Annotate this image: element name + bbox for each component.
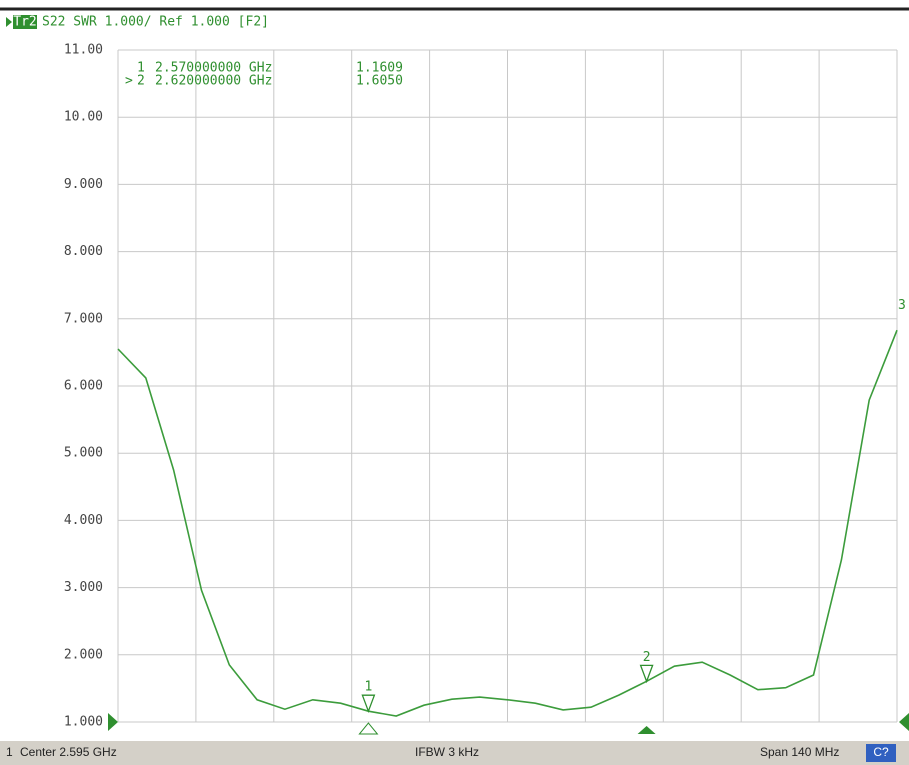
marker-flag bbox=[361, 694, 376, 714]
center-freq: Center 2.595 GHz bbox=[20, 745, 117, 759]
marker-value: 1.1609 bbox=[356, 61, 403, 76]
y-tick-label: 10.00 bbox=[64, 110, 103, 125]
cal-label[interactable]: C? bbox=[873, 745, 889, 759]
y-tick-label: 4.000 bbox=[64, 513, 103, 528]
cal-badge[interactable] bbox=[866, 744, 896, 762]
ref-arrow-right bbox=[899, 713, 909, 731]
active-marker-stimulus bbox=[637, 726, 656, 734]
marker-id: 1 bbox=[137, 61, 145, 76]
marker-freq: 2.570000000 GHz bbox=[155, 61, 272, 76]
status-bar bbox=[0, 741, 909, 765]
ifbw: IFBW 3 kHz bbox=[415, 745, 479, 759]
marker-value: 1.6050 bbox=[356, 74, 403, 89]
ref-arrow-left bbox=[108, 713, 118, 731]
channel: 1 bbox=[6, 745, 13, 759]
y-tick-label: 8.000 bbox=[64, 244, 103, 259]
y-tick-label: 1.000 bbox=[64, 715, 103, 730]
y-tick-label: 5.000 bbox=[64, 446, 103, 461]
marker-prefix: > bbox=[125, 74, 133, 89]
trace-label: Tr2 bbox=[13, 15, 36, 30]
trace-arrow bbox=[6, 17, 12, 27]
y-tick-label: 3.000 bbox=[64, 580, 103, 595]
scale-marker: 3 bbox=[898, 298, 906, 313]
trace-line bbox=[117, 329, 898, 717]
marker-flag bbox=[639, 664, 654, 684]
marker-stimulus bbox=[358, 722, 379, 735]
y-tick-label: 9.000 bbox=[64, 177, 103, 192]
y-tick-label: 6.000 bbox=[64, 379, 103, 394]
y-tick-label: 2.000 bbox=[64, 647, 103, 662]
trace-badge bbox=[13, 15, 37, 29]
span: Span 140 MHz bbox=[760, 745, 839, 759]
y-tick-label: 11.00 bbox=[64, 43, 103, 58]
marker-freq: 2.620000000 GHz bbox=[155, 74, 272, 89]
marker-flag-label: 2 bbox=[643, 650, 651, 665]
y-tick-label: 7.000 bbox=[64, 311, 103, 326]
marker-id: 2 bbox=[137, 74, 145, 89]
marker-flag-label: 1 bbox=[364, 680, 372, 695]
chart-title: S22 SWR 1.000/ Ref 1.000 [F2] bbox=[42, 15, 269, 30]
